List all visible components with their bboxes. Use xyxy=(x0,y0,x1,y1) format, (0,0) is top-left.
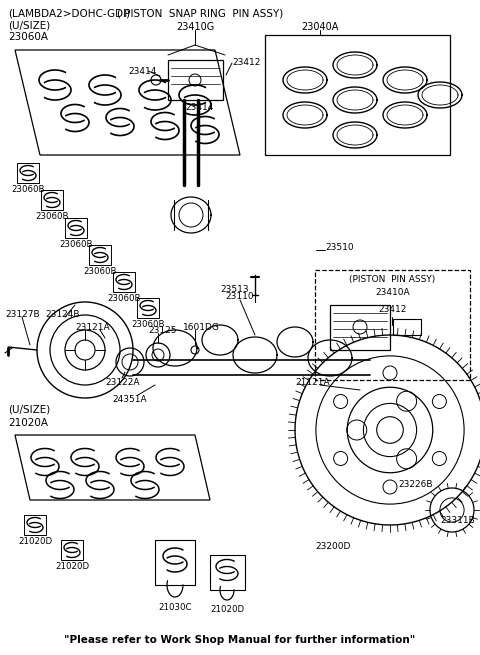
Text: (PISTON  PIN ASSY): (PISTON PIN ASSY) xyxy=(349,275,436,284)
Text: 23122A: 23122A xyxy=(105,378,140,387)
Bar xyxy=(24,515,46,535)
Text: 21020D: 21020D xyxy=(18,537,52,546)
Text: 23410A: 23410A xyxy=(375,288,410,297)
Bar xyxy=(137,298,159,318)
Text: 23060B: 23060B xyxy=(107,294,141,303)
Bar xyxy=(61,540,83,560)
Text: 23412: 23412 xyxy=(378,305,407,314)
Text: (U/SIZE): (U/SIZE) xyxy=(8,405,50,415)
Text: 21020A: 21020A xyxy=(8,418,48,428)
Bar xyxy=(315,270,470,380)
Text: 23200D: 23200D xyxy=(315,542,350,551)
Text: 23410G: 23410G xyxy=(176,22,214,32)
Text: 23513: 23513 xyxy=(220,286,249,295)
Text: 23414: 23414 xyxy=(185,103,214,112)
Bar xyxy=(155,540,195,585)
Text: "Please refer to Work Shop Manual for further information": "Please refer to Work Shop Manual for fu… xyxy=(64,635,416,645)
Text: 23060B: 23060B xyxy=(59,240,93,249)
Text: 23060B: 23060B xyxy=(35,212,69,221)
Text: 24351A: 24351A xyxy=(112,395,146,404)
Bar xyxy=(65,218,87,238)
Text: (LAMBDA2>DOHC-GDI): (LAMBDA2>DOHC-GDI) xyxy=(8,8,130,18)
Text: (U/SIZE): (U/SIZE) xyxy=(8,20,50,30)
Text: 23040A: 23040A xyxy=(301,22,339,32)
Text: 1601DG: 1601DG xyxy=(183,323,220,332)
Text: 23121A: 23121A xyxy=(75,323,109,332)
Text: 21020D: 21020D xyxy=(210,605,244,614)
Text: 21020D: 21020D xyxy=(55,562,89,571)
Text: 21121A: 21121A xyxy=(295,378,330,387)
Text: 23124B: 23124B xyxy=(45,310,80,319)
Text: 23311B: 23311B xyxy=(440,516,475,525)
Text: 23412: 23412 xyxy=(232,58,260,67)
Bar xyxy=(41,190,63,210)
Text: 23060B: 23060B xyxy=(131,320,165,329)
Text: 23510: 23510 xyxy=(325,244,354,252)
Text: 23414: 23414 xyxy=(128,67,156,76)
Text: 23125: 23125 xyxy=(148,326,177,335)
Bar xyxy=(89,245,111,265)
Bar xyxy=(17,163,39,183)
Bar xyxy=(210,555,245,590)
Text: 23127B: 23127B xyxy=(5,310,40,319)
Bar xyxy=(330,305,390,350)
Text: 21030C: 21030C xyxy=(158,603,192,612)
Text: 23060B: 23060B xyxy=(11,185,45,194)
Circle shape xyxy=(191,346,199,354)
Bar xyxy=(113,272,135,292)
Text: 23060B: 23060B xyxy=(83,267,117,276)
Bar xyxy=(168,60,223,100)
Text: ( PISTON  SNAP RING  PIN ASSY): ( PISTON SNAP RING PIN ASSY) xyxy=(117,8,283,18)
Text: 23226B: 23226B xyxy=(398,480,432,489)
Text: 23110: 23110 xyxy=(225,292,253,301)
Text: 23060A: 23060A xyxy=(8,32,48,42)
